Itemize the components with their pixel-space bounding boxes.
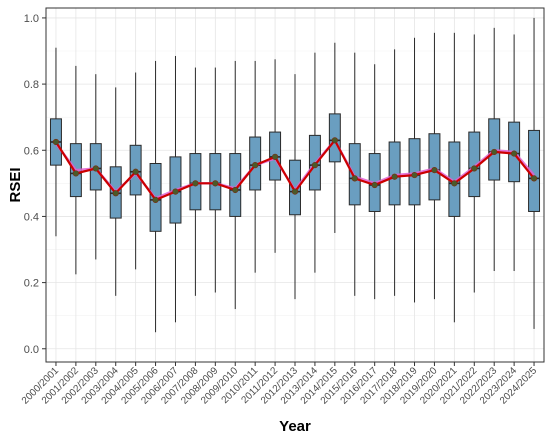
box-2009/2010 — [229, 153, 242, 217]
box-2017/2018 — [388, 141, 401, 206]
y-tick-label: 0.2 — [24, 278, 39, 290]
series-point — [451, 180, 458, 187]
x-axis-title: Year — [279, 418, 311, 435]
series-point — [371, 181, 378, 189]
x-axis: 2000/20012001/20022002/20032003/20042004… — [20, 362, 539, 407]
series-point — [52, 138, 60, 146]
series-point — [271, 153, 279, 160]
series-point — [72, 170, 79, 177]
box-2012/2013 — [289, 159, 301, 216]
y-tick-label: 0.6 — [24, 145, 39, 157]
series-point — [252, 162, 259, 169]
series-point — [112, 190, 119, 197]
series-point — [152, 196, 159, 203]
y-tick-label: 0.0 — [24, 344, 39, 356]
series-point — [232, 186, 239, 194]
series-point — [291, 188, 299, 195]
y-axis: 0.0 0.2 0.4 0.6 0.8 1.0 — [24, 13, 46, 356]
y-tick-label: 0.4 — [24, 211, 39, 223]
series-point — [431, 167, 438, 174]
series-point — [471, 165, 478, 172]
series-point — [172, 188, 179, 195]
series-point — [530, 175, 538, 182]
box-2019/2020 — [428, 133, 441, 201]
series-point — [212, 180, 219, 187]
y-tick-label: 1.0 — [24, 13, 39, 25]
series-point — [311, 162, 319, 169]
series-point — [391, 173, 398, 180]
series-point — [351, 175, 358, 182]
series-point — [192, 180, 199, 187]
series-point — [132, 168, 139, 175]
series-point — [511, 150, 518, 157]
y-axis-title: RSEI — [7, 167, 24, 202]
series-point — [331, 137, 338, 144]
trend-lines — [52, 137, 538, 203]
series-point — [491, 148, 498, 156]
series-point — [411, 171, 418, 179]
y-tick-label: 0.8 — [24, 79, 39, 91]
series-point — [92, 165, 99, 172]
